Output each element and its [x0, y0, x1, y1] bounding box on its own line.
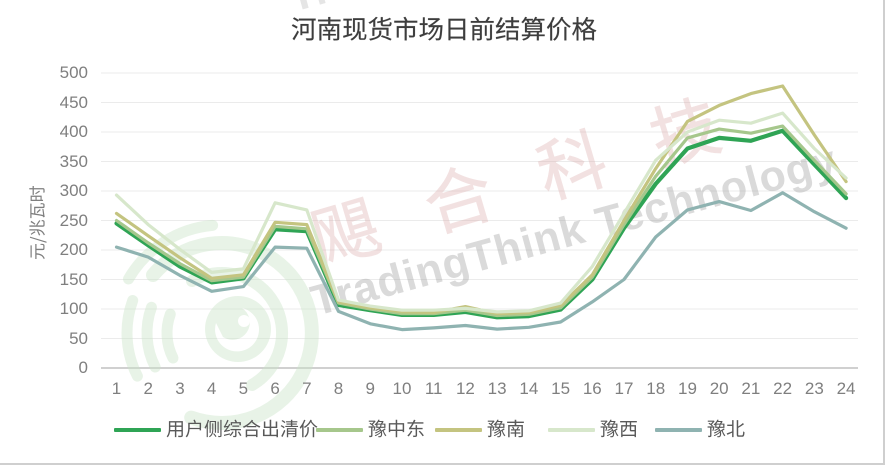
- x-tick-label: 15: [551, 379, 571, 398]
- legend-label: [368, 419, 425, 440]
- cjk-text-svg: [29, 186, 47, 260]
- y-tick-label: 350: [59, 151, 88, 171]
- y-tick-label: 200: [59, 240, 88, 259]
- x-tick-label: 2: [143, 379, 153, 398]
- x-tick-label: 19: [677, 379, 697, 398]
- x-tick-label: 7: [302, 379, 312, 398]
- x-tick-label: 11: [424, 379, 443, 398]
- y-tick-label: 0: [78, 358, 88, 377]
- x-tick-label: 9: [365, 379, 375, 398]
- y-tick-label: 250: [59, 210, 88, 230]
- legend-label: [487, 419, 525, 440]
- x-tick-label: 18: [646, 379, 666, 398]
- x-tick-label: 14: [519, 379, 539, 398]
- x-tick-label: 5: [238, 379, 249, 398]
- x-tick-label: 6: [270, 379, 280, 398]
- cjk-text-svg: [707, 420, 745, 438]
- legend-label: [600, 419, 638, 440]
- legend-swatch: [114, 427, 161, 433]
- chart-title: [0, 16, 888, 45]
- x-tick-label: 24: [836, 379, 856, 398]
- y-tick-label: 100: [59, 299, 88, 318]
- cjk-text-svg: [166, 420, 318, 438]
- y-tick-label: 500: [59, 63, 88, 82]
- legend-label: [707, 419, 745, 440]
- x-tick-label: 10: [392, 379, 412, 398]
- frame-edge-right: [883, 0, 885, 464]
- legend-item: [435, 419, 525, 441]
- x-tick-label: 3: [175, 379, 185, 398]
- x-tick-label: 4: [206, 379, 217, 398]
- x-tick-label: 16: [582, 379, 602, 398]
- x-tick-label: 1: [111, 379, 122, 398]
- legend-item: [655, 419, 745, 441]
- y-tick-label: 300: [59, 181, 88, 200]
- legend-label: [166, 419, 318, 440]
- y-tick-label: 150: [59, 269, 88, 289]
- series-line: [114, 111, 848, 314]
- series-line: [114, 191, 848, 332]
- cjk-text-svg: [487, 420, 524, 438]
- legend-item: [114, 419, 318, 441]
- x-tick-label: 23: [804, 379, 824, 398]
- legend-swatch: [548, 428, 595, 432]
- cjk-text-svg: [368, 419, 424, 438]
- y-tick-label: 400: [59, 122, 88, 141]
- x-tick-label: 21: [741, 379, 761, 398]
- legend-swatch: [316, 428, 363, 432]
- legend-swatch: [655, 428, 702, 432]
- frame-edge-bottom: [0, 463, 885, 465]
- chart-title-text: [291, 16, 597, 45]
- x-tick-label: 17: [614, 379, 634, 398]
- series-line: [114, 124, 848, 318]
- x-tick-label: 12: [455, 379, 475, 398]
- x-tick-label: 13: [487, 379, 507, 398]
- y-axis-title-text: [29, 186, 48, 261]
- x-tick-label: 22: [773, 379, 793, 398]
- cjk-text-svg: [600, 420, 637, 438]
- legend-item: [316, 419, 425, 441]
- x-tick-label: 8: [333, 379, 344, 398]
- x-tick-label: 20: [709, 379, 729, 398]
- y-tick-label: 50: [69, 328, 88, 348]
- cjk-text-svg: [291, 16, 597, 41]
- y-tick-label: 450: [59, 92, 88, 112]
- legend-item: [548, 419, 638, 441]
- legend-swatch: [435, 428, 482, 432]
